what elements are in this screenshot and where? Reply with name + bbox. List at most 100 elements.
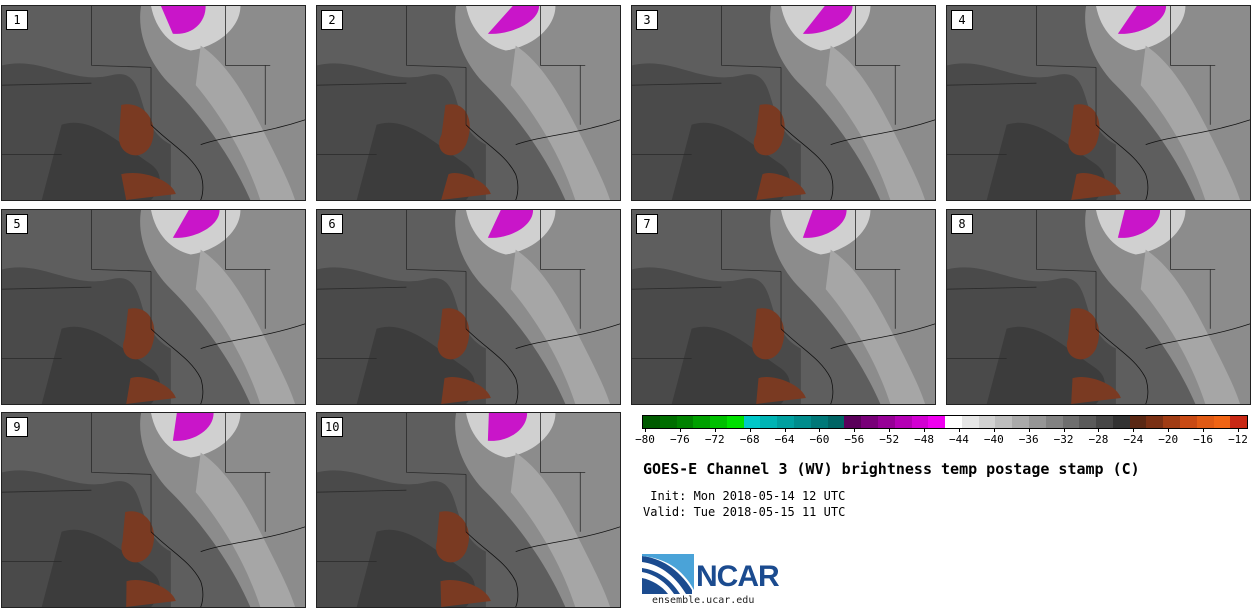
ensemble-member-panel: 9 <box>1 412 306 608</box>
colorbar-swatch <box>777 416 795 428</box>
colorbar-swatch <box>710 416 727 428</box>
colorbar-swatch <box>1230 416 1248 428</box>
colorbar-swatch <box>1062 416 1080 428</box>
colorbar-swatch <box>810 416 828 428</box>
ensemble-member-panel: 2 <box>316 5 621 201</box>
member-number-label: 9 <box>6 417 28 437</box>
colorbar-tick-label: −44 <box>949 433 969 446</box>
ncar-logo-icon <box>642 554 694 594</box>
ensemble-member-panel: 10 <box>316 412 621 608</box>
colorbar-swatch <box>794 416 811 428</box>
colorbar-tick-mark <box>645 429 646 432</box>
colorbar-swatch <box>978 416 996 428</box>
colorbar-swatch <box>961 416 979 428</box>
colorbar-swatch <box>861 416 878 428</box>
member-number-label: 6 <box>321 214 343 234</box>
colorbar-tick-label: −40 <box>983 433 1004 446</box>
init-time: Init: Mon 2018-05-14 12 UTC <box>643 489 846 503</box>
colorbar-swatch <box>1180 416 1197 428</box>
colorbar-tick-label: −36 <box>1018 433 1039 446</box>
colorbar-tick-mark <box>714 429 716 432</box>
ensemble-member-panel: 7 <box>631 209 936 405</box>
colorbar-tick-mark <box>1133 429 1135 432</box>
colorbar-ticks: −80 −76 −72 −68 −64 −60 −56 −52 −48 −44 −40 −36 −32 −… <box>635 429 1248 451</box>
colorbar-tick-label: −16 <box>1193 433 1214 446</box>
member-number-label: 4 <box>951 10 973 30</box>
ensemble-member-panel: 5 <box>1 209 306 405</box>
colorbar-swatch <box>1196 416 1214 428</box>
colorbar-swatch <box>995 416 1013 428</box>
colorbar-tick-label: −32 <box>1053 433 1074 446</box>
colorbar-swatch <box>1146 416 1164 428</box>
ensemble-member-panel: 3 <box>631 5 936 201</box>
colorbar-swatch <box>1012 416 1029 428</box>
colorbar-tick-label: −64 <box>774 433 795 446</box>
colorbar-swatch <box>894 416 912 428</box>
colorbar-tick-mark <box>1028 429 1030 432</box>
member-number-label: 10 <box>321 417 344 437</box>
ensemble-member-panel: 6 <box>316 209 621 405</box>
member-number-label: 1 <box>6 10 28 30</box>
ensemble-url: ensemble.ucar.edu <box>652 595 755 606</box>
colorbar-swatch <box>877 416 895 428</box>
colorbar-tick-label: −28 <box>1088 433 1109 446</box>
colorbar-tick-mark <box>819 429 821 432</box>
colorbar-swatch <box>1096 416 1113 428</box>
colorbar-swatch <box>1163 416 1180 428</box>
colorbar-tick-label: −72 <box>704 433 725 446</box>
colorbar-swatch <box>945 416 962 428</box>
colorbar-tick-mark <box>889 429 891 432</box>
member-number-label: 2 <box>321 10 343 30</box>
valid-time: Valid: Tue 2018-05-15 11 UTC <box>643 505 846 519</box>
colorbar-swatch <box>659 416 677 428</box>
colorbar-tick-mark <box>1063 429 1065 432</box>
colorbar-swatch <box>1045 416 1063 428</box>
colorbar-tick-label: −56 <box>844 433 865 446</box>
colorbar-swatch <box>676 416 694 428</box>
colorbar-tick-label: −76 <box>669 433 690 446</box>
ncar-logo: NCAR ensemble.ucar.edu <box>642 552 792 610</box>
member-number-label: 3 <box>636 10 658 30</box>
colorbar-swatch <box>760 416 778 428</box>
colorbar-tick-mark <box>749 429 751 432</box>
ensemble-member-panel: 4 <box>946 5 1251 201</box>
member-number-label: 5 <box>6 214 28 234</box>
colorbar-tick-mark <box>784 429 786 432</box>
colorbar-tick-label: −24 <box>1123 433 1144 446</box>
colorbar-swatch <box>928 416 946 428</box>
colorbar-tick-mark <box>1203 429 1205 432</box>
colorbar-swatch <box>1112 416 1130 428</box>
colorbar-swatch <box>844 416 862 428</box>
colorbar-swatch <box>1079 416 1097 428</box>
colorbar-tick-label: −60 <box>809 433 830 446</box>
colorbar-tick-mark <box>993 429 995 432</box>
colorbar-tick-mark <box>1238 429 1239 432</box>
colorbar-tick-mark <box>1168 429 1170 432</box>
colorbar-tick-label: −48 <box>914 433 934 446</box>
colorbar-swatch <box>1129 416 1147 428</box>
ncar-wordmark: NCAR <box>696 560 780 593</box>
colorbar-tick-mark <box>679 429 681 432</box>
colorbar-tick-label: −20 <box>1158 433 1179 446</box>
ensemble-member-panel: 8 <box>946 209 1251 405</box>
colorbar <box>642 415 1248 429</box>
colorbar-tick-label: −12 <box>1228 433 1248 446</box>
colorbar-tick-label: −68 <box>739 433 760 446</box>
colorbar-swatch <box>911 416 929 428</box>
colorbar-swatch <box>743 416 761 428</box>
figure-title: GOES-E Channel 3 (WV) brightness temp po… <box>643 460 1140 478</box>
colorbar-tick-label: −52 <box>879 433 900 446</box>
colorbar-swatch <box>643 416 660 428</box>
colorbar-tick-mark <box>1098 429 1100 432</box>
ensemble-member-panel: 1 <box>1 5 306 201</box>
member-number-label: 8 <box>951 214 973 234</box>
colorbar-tick-mark <box>958 429 960 432</box>
colorbar-tick-mark <box>854 429 856 432</box>
colorbar-swatch <box>1213 416 1231 428</box>
colorbar-swatch <box>1028 416 1046 428</box>
colorbar-swatch <box>827 416 845 428</box>
colorbar-tick-mark <box>924 429 926 432</box>
colorbar-swatch <box>693 416 711 428</box>
colorbar-swatch <box>726 416 744 428</box>
member-number-label: 7 <box>636 214 658 234</box>
